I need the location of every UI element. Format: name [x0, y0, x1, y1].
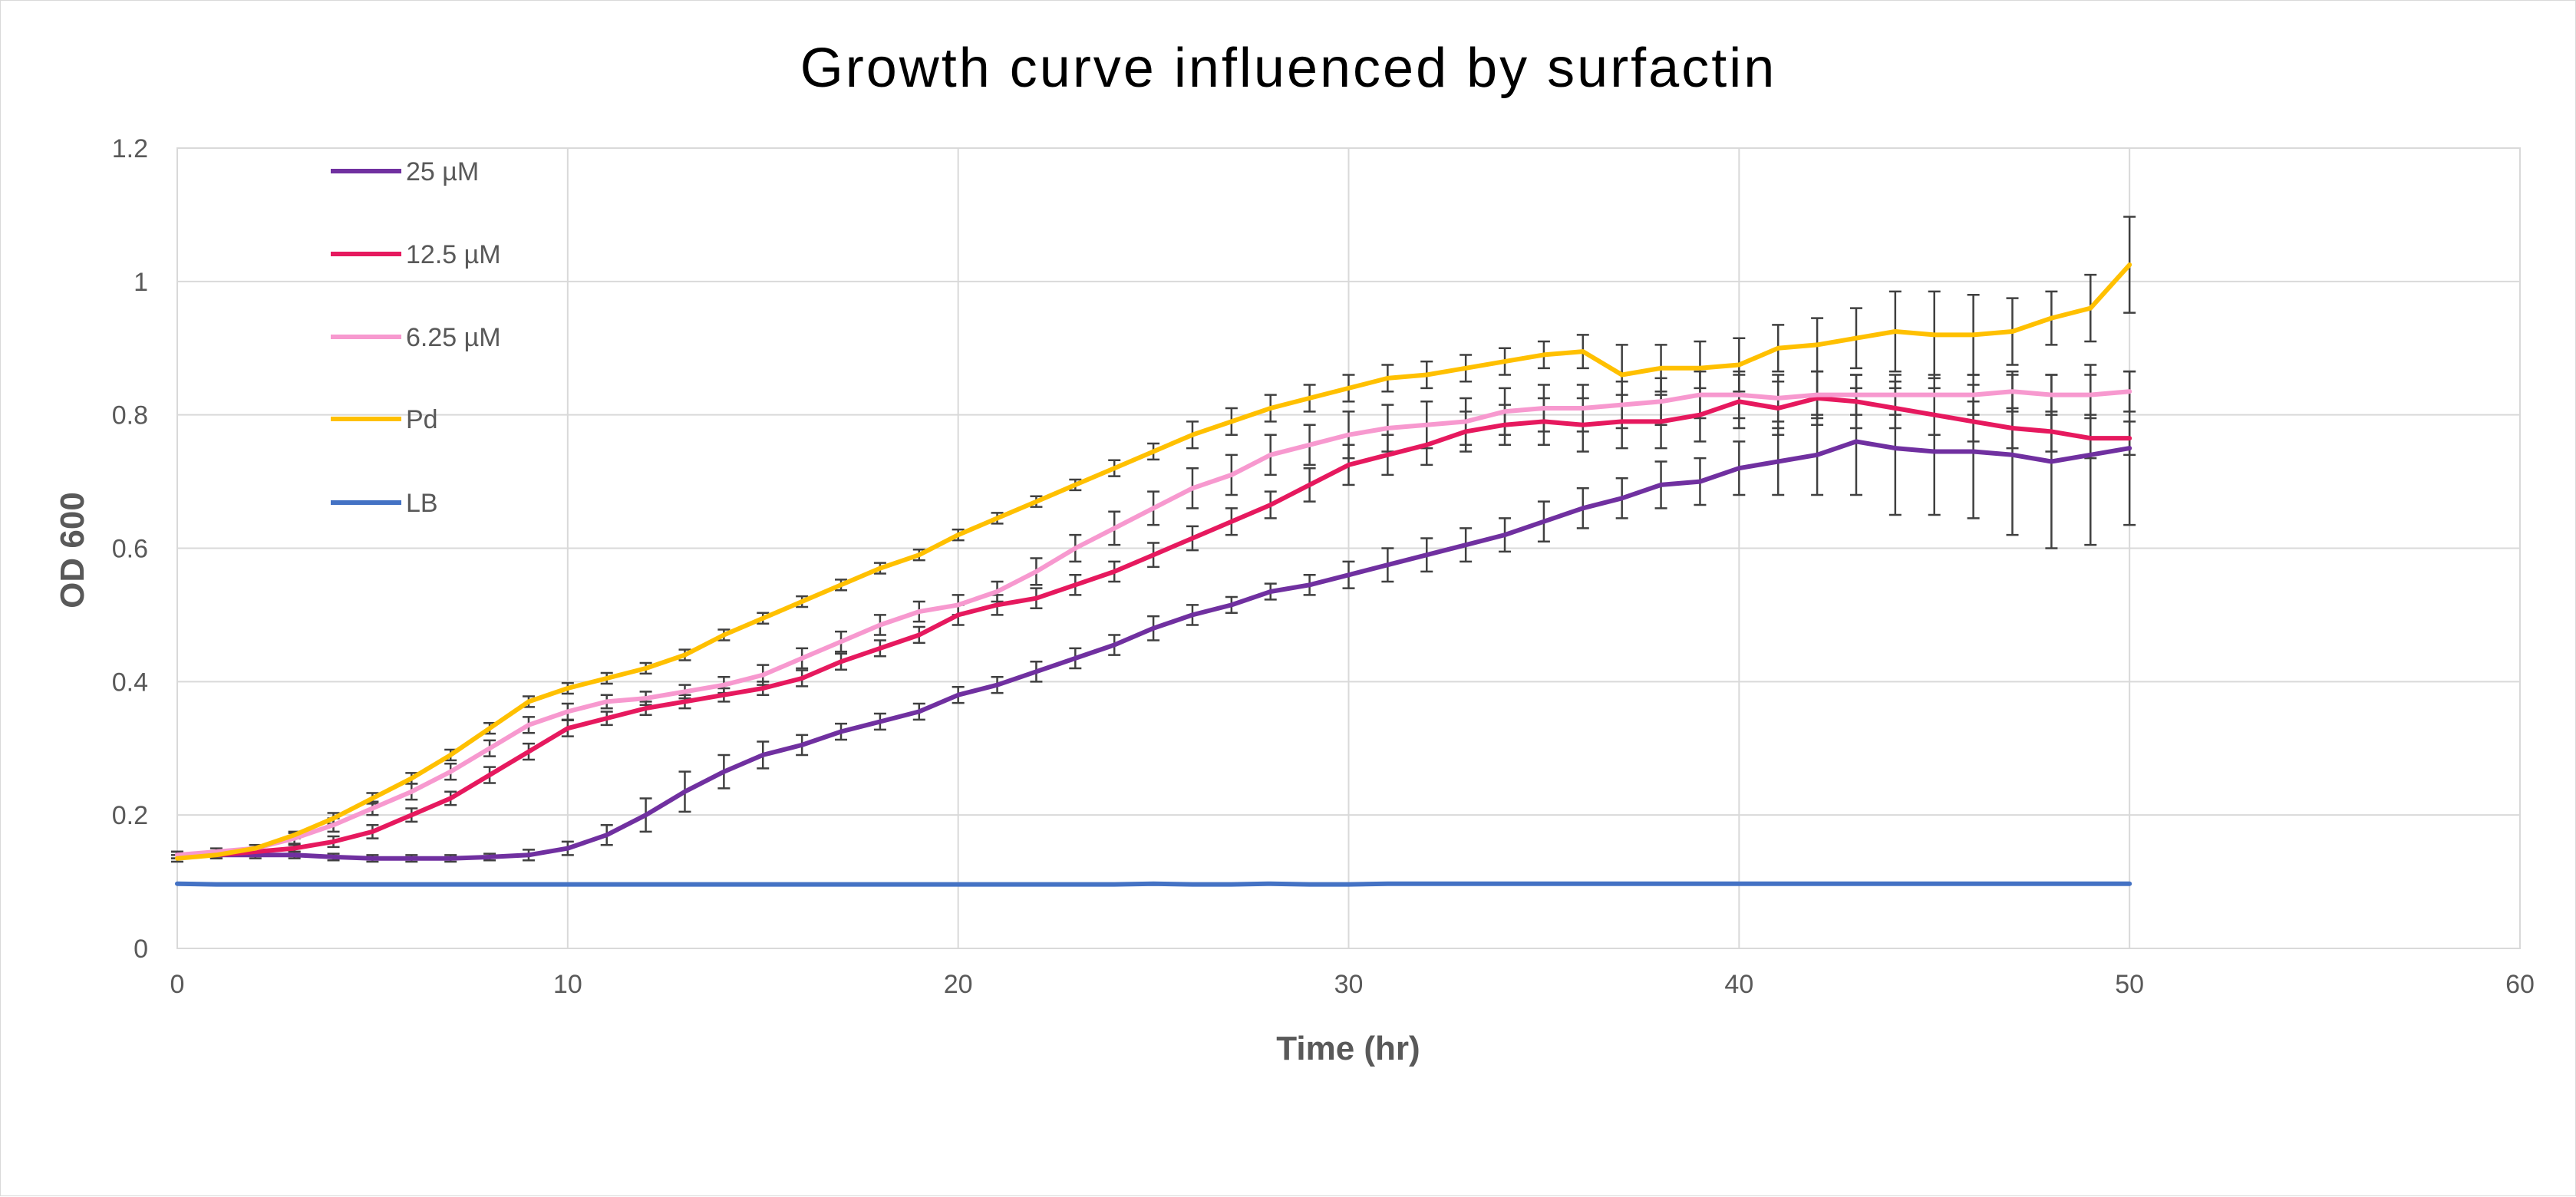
series-lines: [175, 262, 2132, 887]
legend-item: LB: [331, 489, 438, 518]
series-line-5: [175, 881, 2132, 887]
legend-label: 12.5 µM: [406, 240, 501, 269]
legend-item: 25 µM: [331, 157, 479, 186]
x-tick-label: 0: [170, 970, 185, 999]
legend-label: Pd: [406, 405, 438, 434]
x-tick-label: 40: [1724, 970, 1753, 999]
y-tick-label: 0: [134, 935, 148, 964]
x-tick-label: 30: [1334, 970, 1364, 999]
x-tick-label: 20: [944, 970, 973, 999]
tick-labels: 0 0.2 0.4 0.6 0.8 1 1.2 0 10 20 30 40 50 60: [112, 134, 2535, 999]
legend-label: LB: [406, 489, 438, 518]
legend-label: 25 µM: [406, 157, 479, 186]
series-line-4: [175, 262, 2132, 861]
y-tick-label: 0.2: [112, 801, 148, 830]
y-tick-label: 0.6: [112, 535, 148, 564]
y-tick-label: 0.4: [112, 668, 148, 697]
legend-item: 6.25 µM: [331, 323, 501, 352]
legend-item: Pd: [331, 405, 438, 434]
series-line-3: [175, 389, 2132, 858]
series-line-2: [175, 395, 2132, 858]
legend-label: 6.25 µM: [406, 323, 501, 352]
y-axis-title: OD 600: [54, 492, 91, 608]
chart-title: Growth curve influenced by surfactin: [800, 38, 1777, 99]
y-tick-label: 1.2: [112, 134, 148, 163]
series-line-1: [175, 439, 2132, 861]
legend-item: 12.5 µM: [331, 240, 501, 269]
y-tick-label: 1: [134, 268, 148, 297]
y-tick-label: 0.8: [112, 401, 148, 430]
gridlines: [176, 147, 2521, 949]
x-tick-label: 60: [2505, 970, 2535, 999]
x-axis-title: Time (hr): [1276, 1030, 1420, 1067]
x-tick-label: 50: [2115, 970, 2144, 999]
legend: 25 µM 12.5 µM 6.25 µM Pd LB: [331, 157, 501, 518]
x-tick-label: 10: [553, 970, 582, 999]
